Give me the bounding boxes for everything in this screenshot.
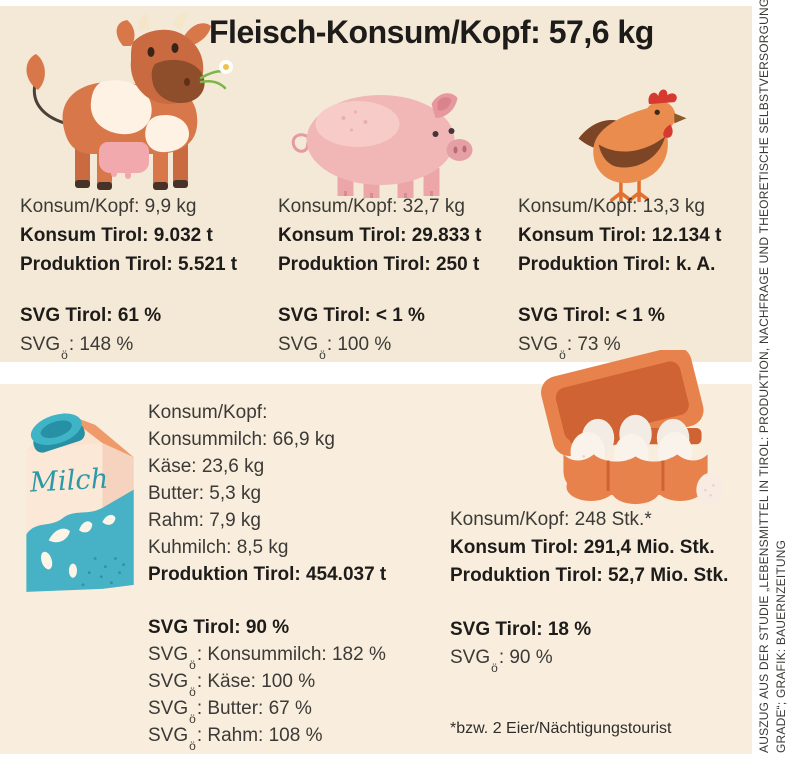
egg-konsum-tirol: Konsum Tirol: 291,4 Mio. Stk. xyxy=(450,537,715,558)
pig-ear xyxy=(431,93,458,118)
pig-tail xyxy=(291,133,311,153)
pork-produktion-tirol: Produktion Tirol: 250 t xyxy=(278,254,480,275)
milk-item-butter: Butter: 5,3 kg xyxy=(148,483,262,504)
source-credit-vertical: AUSZUG AUS DER STUDIE „LEBENSMITTEL IN T… xyxy=(756,0,790,753)
pork-svg-oe: SVGö: 100 % xyxy=(278,334,392,362)
milk-svg-oe-rahm: SVGö: Rahm: 108 % xyxy=(148,725,323,753)
poultry-stats: Konsum/Kopf: 13,3 kg Konsum Tirol: 12.13… xyxy=(518,192,722,362)
egg-stats: Konsum/Kopf: 248 Stk.* Konsum Tirol: 291… xyxy=(450,506,729,675)
pork-konsum-tirol: Konsum Tirol: 29.833 t xyxy=(278,225,482,246)
chicken-comb xyxy=(648,89,677,105)
milk-produktion-tirol: Produktion Tirol: 454.037 t xyxy=(148,564,387,585)
milk-item-kaese: Käse: 23,6 kg xyxy=(148,456,265,477)
milk-konsum-kopf-heading: Konsum/Kopf: xyxy=(148,402,268,423)
chicken-beak xyxy=(674,113,687,124)
poultry-svg-oe: SVGö: 73 % xyxy=(518,334,621,362)
milk-carton-label: Milch xyxy=(28,464,109,499)
chicken-illustration xyxy=(578,89,687,202)
pork-konsum-kopf: Konsum/Kopf: 32,7 kg xyxy=(278,196,465,217)
poultry-konsum-tirol: Konsum Tirol: 12.134 t xyxy=(518,225,722,246)
egg-svg-oe: SVGö: 90 % xyxy=(450,647,553,675)
cow-head xyxy=(116,13,211,104)
flower-icon xyxy=(199,60,233,90)
beef-svg-oe: SVGö: 148 % xyxy=(20,334,134,362)
milk-speckles xyxy=(81,557,126,587)
milk-svg-oe-butter: SVGö: Butter: 67 % xyxy=(148,698,312,726)
milk-drops xyxy=(41,514,116,578)
milk-item-kuhmilch: Kuhmilch: 8,5 kg xyxy=(148,537,289,558)
pig-eye-left xyxy=(432,131,439,137)
beef-konsum-tirol: Konsum Tirol: 9.032 t xyxy=(20,225,213,246)
milk-stats: Konsum/Kopf: Konsummilch: 66,9 kg Käse: … xyxy=(148,399,387,753)
chicken-wattle xyxy=(663,124,673,138)
egg-konsum-kopf: Konsum/Kopf: 248 Stk.* xyxy=(450,509,652,530)
chicken-eye xyxy=(654,109,660,115)
pig-illustration xyxy=(291,93,473,198)
cow-tail xyxy=(26,54,70,126)
pork-stats: Konsum/Kopf: 32,7 kg Konsum Tirol: 29.83… xyxy=(278,192,482,362)
egg-carton-base xyxy=(563,454,708,505)
beef-stats: Konsum/Kopf: 9,9 kg Konsum Tirol: 9.032 … xyxy=(20,192,238,362)
milk-svg-oe-konsummilch: SVGö: Konsummilch: 182 % xyxy=(148,644,386,672)
milk-item-konsummilch: Konsummilch: 66,9 kg xyxy=(148,429,335,450)
egg-produktion-tirol: Produktion Tirol: 52,7 Mio. Stk. xyxy=(450,565,729,586)
milk-svg-oe-kaese: SVGö: Käse: 100 % xyxy=(148,671,316,699)
cow-patch-1 xyxy=(90,80,152,135)
milk-item-rahm: Rahm: 7,9 kg xyxy=(148,510,261,531)
poultry-svg-tirol: SVG Tirol: < 1 % xyxy=(518,305,665,326)
milk-carton-illustration: Milch xyxy=(26,412,134,592)
pig-snout xyxy=(446,139,473,161)
chicken-legs xyxy=(610,175,649,202)
loose-egg xyxy=(696,472,723,506)
credit-line-2: GRADE“; GRAFIK: BAUERNZEITUNG xyxy=(774,539,788,753)
pork-svg-tirol: SVG Tirol: < 1 % xyxy=(278,305,425,326)
chicken-wing xyxy=(598,136,666,168)
pig-speckles xyxy=(341,110,368,132)
egg-carton-illustration xyxy=(541,350,723,506)
beef-produktion-tirol: Produktion Tirol: 5.521 t xyxy=(20,254,238,275)
carton-cap xyxy=(30,413,85,453)
pig-back-highlight xyxy=(315,101,400,147)
poultry-konsum-kopf: Konsum/Kopf: 13,3 kg xyxy=(518,196,705,217)
cow-udder xyxy=(99,142,149,179)
pig-eye-right xyxy=(448,128,455,134)
page-title: Fleisch-Konsum/Kopf: 57,6 kg xyxy=(209,14,654,50)
beef-svg-tirol: SVG Tirol: 61 % xyxy=(20,305,162,326)
footnote: *bzw. 2 Eier/Nächtigungstourist xyxy=(450,720,672,737)
milk-svg-tirol: SVG Tirol: 90 % xyxy=(148,617,290,638)
cow-illustration xyxy=(26,13,233,190)
poultry-produktion-tirol: Produktion Tirol: k. A. xyxy=(518,254,716,275)
egg-svg-tirol: SVG Tirol: 18 % xyxy=(450,619,592,640)
beef-konsum-kopf: Konsum/Kopf: 9,9 kg xyxy=(20,196,197,217)
credit-line-1: AUSZUG AUS DER STUDIE „LEBENSMITTEL IN T… xyxy=(757,0,771,753)
milk-wave xyxy=(26,489,134,592)
cow-patch-2 xyxy=(145,114,189,153)
